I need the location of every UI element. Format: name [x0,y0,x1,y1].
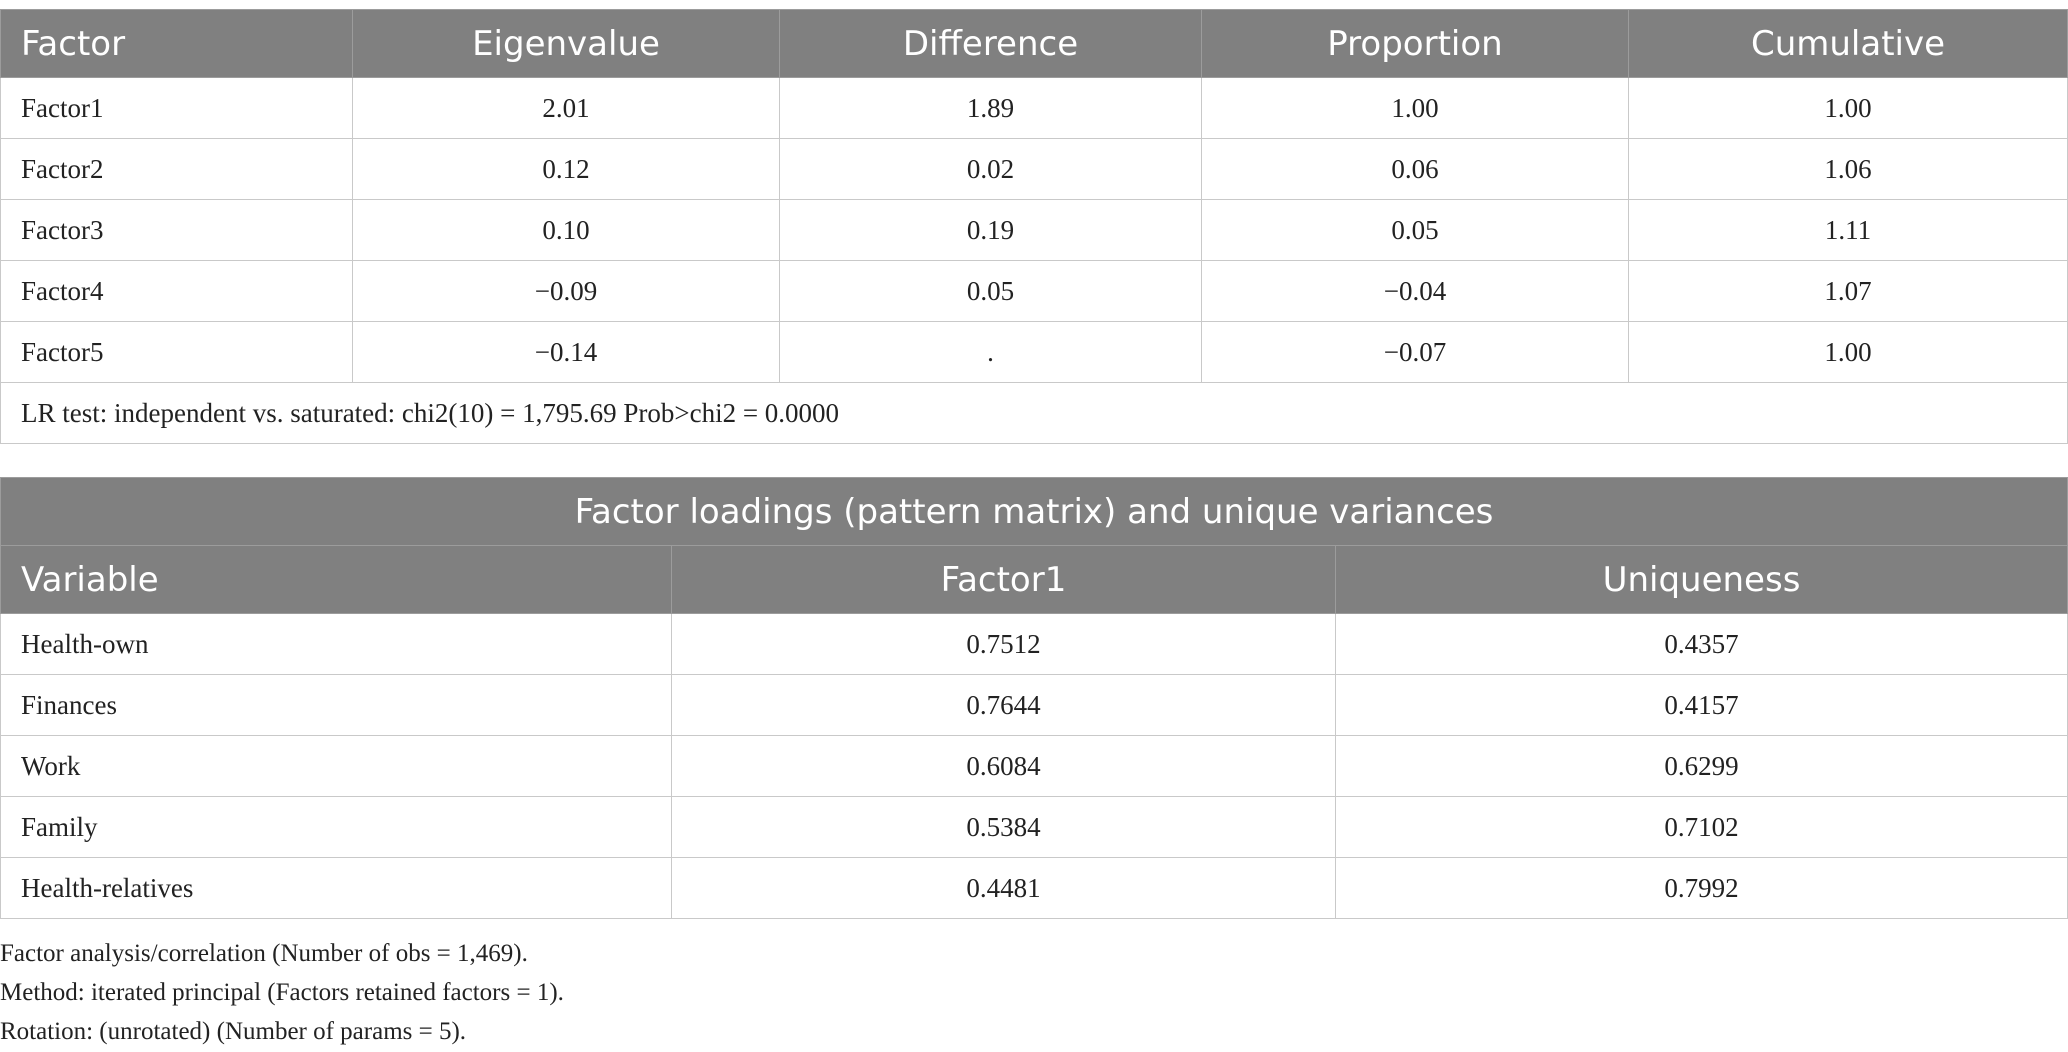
row-label: Factor5 [0,321,353,383]
cell-difference: 1.89 [779,77,1202,139]
header-uniqueness: Uniqueness [1335,545,2068,614]
table-row: Factor3 0.10 0.19 0.05 1.11 [0,199,2068,261]
table-caption-row: Factor loadings (pattern matrix) and uni… [0,477,2068,546]
cell-proportion: −0.04 [1201,260,1629,322]
table-row: Finances 0.7644 0.4157 [0,674,2068,736]
table-header-row: Variable Factor1 Uniqueness [0,545,2068,614]
cell-factor1: 0.7644 [671,674,1336,736]
cell-eigenvalue: 0.10 [352,199,780,261]
cell-proportion: 0.06 [1201,138,1629,200]
header-factor1: Factor1 [671,545,1336,614]
cell-difference: . [779,321,1202,383]
header-eigenvalue: Eigenvalue [352,9,780,78]
lr-test-note: LR test: independent vs. saturated: chi2… [0,382,2068,444]
cell-uniqueness: 0.7992 [1335,857,2068,919]
row-label: Factor3 [0,199,353,261]
table-row: Factor5 −0.14 . −0.07 1.00 [0,321,2068,383]
cell-difference: 0.05 [779,260,1202,322]
row-label: Factor4 [0,260,353,322]
header-factor: Factor [0,9,353,78]
header-difference: Difference [779,9,1202,78]
cell-cumulative: 1.07 [1628,260,2068,322]
table-caption: Factor loadings (pattern matrix) and uni… [0,477,2068,546]
cell-proportion: −0.07 [1201,321,1629,383]
row-label: Family [0,796,672,858]
row-label: Health-own [0,613,672,675]
row-label: Work [0,735,672,797]
cell-eigenvalue: 0.12 [352,138,780,200]
table-row: Family 0.5384 0.7102 [0,796,2068,858]
cell-eigenvalue: −0.14 [352,321,780,383]
row-label: Factor2 [0,138,353,200]
cell-cumulative: 1.00 [1628,77,2068,139]
cell-factor1: 0.6084 [671,735,1336,797]
footnote: Factor analysis/correlation (Number of o… [0,940,528,967]
cell-uniqueness: 0.6299 [1335,735,2068,797]
header-proportion: Proportion [1201,9,1629,78]
table-row: Factor2 0.12 0.02 0.06 1.06 [0,138,2068,200]
cell-cumulative: 1.11 [1628,199,2068,261]
cell-difference: 0.02 [779,138,1202,200]
cell-eigenvalue: −0.09 [352,260,780,322]
table-row: Health-relatives 0.4481 0.7992 [0,857,2068,919]
cell-uniqueness: 0.4357 [1335,613,2068,675]
cell-cumulative: 1.00 [1628,321,2068,383]
table-row: Work 0.6084 0.6299 [0,735,2068,797]
cell-factor1: 0.4481 [671,857,1336,919]
row-label: Health-relatives [0,857,672,919]
cell-proportion: 0.05 [1201,199,1629,261]
header-cumulative: Cumulative [1628,9,2068,78]
cell-eigenvalue: 2.01 [352,77,780,139]
cell-cumulative: 1.06 [1628,138,2068,200]
table-row: Health-own 0.7512 0.4357 [0,613,2068,675]
cell-uniqueness: 0.4157 [1335,674,2068,736]
loadings-table: Factor loadings (pattern matrix) and uni… [0,477,2068,919]
row-label: Finances [0,674,672,736]
table-row: Factor1 2.01 1.89 1.00 1.00 [0,77,2068,139]
table-footnotes: Factor analysis/correlation (Number of o… [0,934,564,1051]
table-row: Factor4 −0.09 0.05 −0.04 1.07 [0,260,2068,322]
cell-difference: 0.19 [779,199,1202,261]
header-variable: Variable [0,545,672,614]
footnote: Method: iterated principal (Factors reta… [0,979,564,1006]
cell-factor1: 0.7512 [671,613,1336,675]
lr-test-row: LR test: independent vs. saturated: chi2… [0,382,2068,444]
table-header-row: Factor Eigenvalue Difference Proportion … [0,9,2068,78]
cell-factor1: 0.5384 [671,796,1336,858]
row-label: Factor1 [0,77,353,139]
footnote: Rotation: (unrotated) (Number of params … [0,1018,467,1045]
cell-uniqueness: 0.7102 [1335,796,2068,858]
cell-proportion: 1.00 [1201,77,1629,139]
eigenvalue-table: Factor Eigenvalue Difference Proportion … [0,9,2068,444]
